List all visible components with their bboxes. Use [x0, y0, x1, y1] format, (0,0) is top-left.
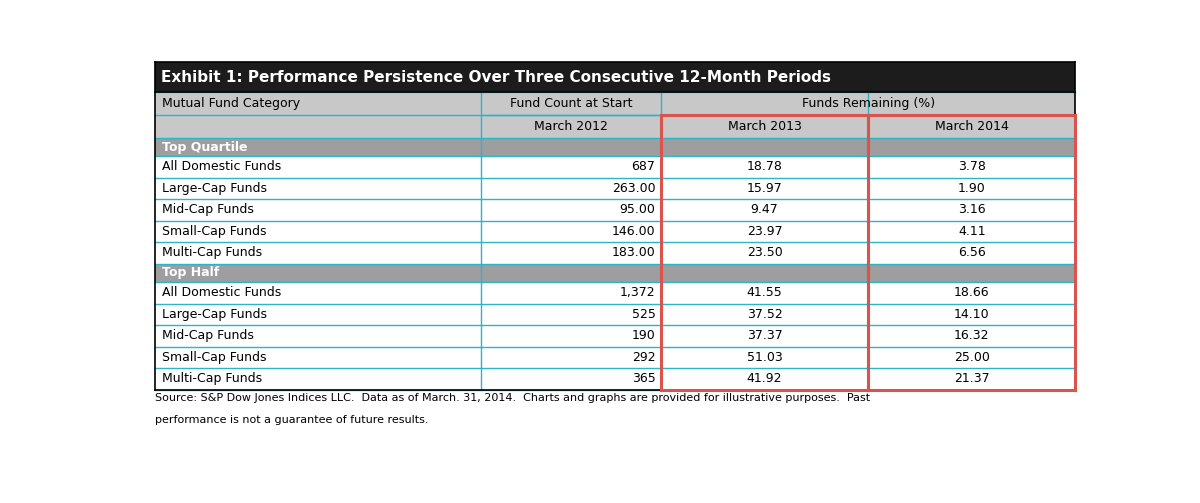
- Text: Fund Count at Start: Fund Count at Start: [510, 97, 632, 110]
- Text: Funds Remaining (%): Funds Remaining (%): [802, 97, 935, 110]
- Text: 41.55: 41.55: [746, 286, 782, 299]
- Text: 1.90: 1.90: [958, 182, 985, 195]
- Text: Large-Cap Funds: Large-Cap Funds: [162, 308, 268, 321]
- Text: 14.10: 14.10: [954, 308, 990, 321]
- Text: March 2012: March 2012: [534, 120, 608, 133]
- Bar: [155, 199, 1075, 221]
- Bar: [155, 93, 1075, 115]
- Text: 18.78: 18.78: [746, 160, 782, 174]
- Text: 263.00: 263.00: [612, 182, 655, 195]
- Text: Small-Cap Funds: Small-Cap Funds: [162, 225, 266, 238]
- Text: Small-Cap Funds: Small-Cap Funds: [162, 351, 266, 364]
- Text: Mutual Fund Category: Mutual Fund Category: [162, 97, 300, 110]
- Text: 190: 190: [631, 329, 655, 343]
- Text: 146.00: 146.00: [612, 225, 655, 238]
- Bar: [155, 242, 1075, 264]
- Text: 4.11: 4.11: [958, 225, 985, 238]
- Text: Large-Cap Funds: Large-Cap Funds: [162, 182, 268, 195]
- Text: All Domestic Funds: All Domestic Funds: [162, 160, 281, 174]
- Text: 3.78: 3.78: [958, 160, 985, 174]
- Text: 3.16: 3.16: [958, 204, 985, 216]
- Text: 365: 365: [631, 372, 655, 385]
- Text: March 2013: March 2013: [727, 120, 802, 133]
- Text: Multi-Cap Funds: Multi-Cap Funds: [162, 372, 263, 385]
- Bar: [155, 156, 1075, 178]
- Text: Top Half: Top Half: [162, 267, 220, 279]
- Bar: [155, 221, 1075, 242]
- Bar: [155, 347, 1075, 368]
- Bar: [155, 264, 1075, 282]
- Text: Top Quartile: Top Quartile: [162, 140, 247, 153]
- Text: 23.97: 23.97: [746, 225, 782, 238]
- Bar: [155, 62, 1075, 93]
- Text: 18.66: 18.66: [954, 286, 990, 299]
- Text: Mid-Cap Funds: Mid-Cap Funds: [162, 329, 254, 343]
- Bar: [155, 178, 1075, 199]
- Bar: [155, 325, 1075, 347]
- Text: performance is not a guarantee of future results.: performance is not a guarantee of future…: [155, 415, 428, 425]
- Bar: [155, 138, 1075, 156]
- Bar: [155, 304, 1075, 325]
- Text: 51.03: 51.03: [746, 351, 782, 364]
- Text: 41.92: 41.92: [746, 372, 782, 385]
- Bar: [155, 282, 1075, 304]
- Text: 6.56: 6.56: [958, 246, 985, 260]
- Text: 37.37: 37.37: [746, 329, 782, 343]
- Text: 525: 525: [631, 308, 655, 321]
- Text: 16.32: 16.32: [954, 329, 990, 343]
- Text: March 2014: March 2014: [935, 120, 1009, 133]
- Text: 687: 687: [631, 160, 655, 174]
- Text: 1,372: 1,372: [620, 286, 655, 299]
- Text: Multi-Cap Funds: Multi-Cap Funds: [162, 246, 263, 260]
- Text: Mid-Cap Funds: Mid-Cap Funds: [162, 204, 254, 216]
- Text: 292: 292: [632, 351, 655, 364]
- Text: 15.97: 15.97: [746, 182, 782, 195]
- Text: 183.00: 183.00: [612, 246, 655, 260]
- Text: All Domestic Funds: All Domestic Funds: [162, 286, 281, 299]
- Text: Exhibit 1: Performance Persistence Over Three Consecutive 12-Month Periods: Exhibit 1: Performance Persistence Over …: [161, 70, 832, 85]
- Text: 9.47: 9.47: [751, 204, 779, 216]
- Bar: [155, 115, 1075, 138]
- Text: 21.37: 21.37: [954, 372, 990, 385]
- Text: 25.00: 25.00: [954, 351, 990, 364]
- Text: 95.00: 95.00: [619, 204, 655, 216]
- Text: Source: S&P Dow Jones Indices LLC.  Data as of March. 31, 2014.  Charts and grap: Source: S&P Dow Jones Indices LLC. Data …: [155, 393, 870, 403]
- Text: 37.52: 37.52: [746, 308, 782, 321]
- Bar: [155, 368, 1075, 390]
- Text: 23.50: 23.50: [746, 246, 782, 260]
